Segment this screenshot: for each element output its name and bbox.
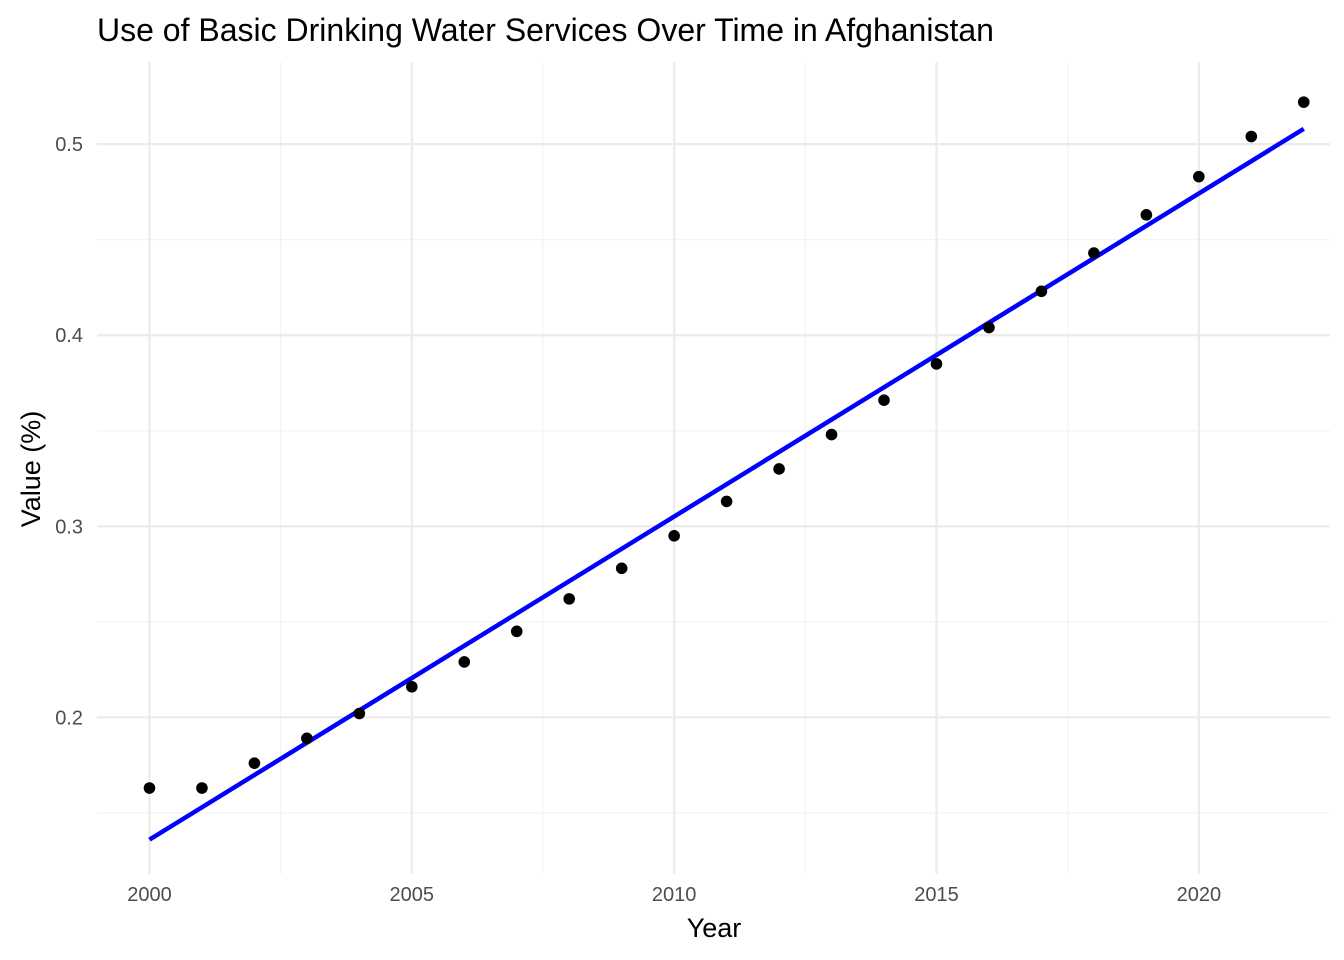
x-tick-label: 2015 [914,884,959,906]
data-point [1088,247,1100,259]
y-tick-label: 0.3 [55,516,83,538]
data-point [1245,130,1258,143]
data-point [248,757,261,769]
data-points [143,96,1310,794]
data-point [353,707,366,720]
data-point [406,680,418,693]
data-point [878,394,890,406]
data-point [1297,96,1310,108]
data-point [458,656,471,668]
x-tick-label: 2010 [652,884,697,906]
data-point [825,428,838,441]
data-point [301,732,313,745]
x-axis-title: Year [687,913,742,943]
data-point [510,625,523,638]
y-tick-label: 0.5 [55,134,83,156]
data-point [563,593,576,605]
chart-title: Use of Basic Drinking Water Services Ove… [97,12,994,48]
y-tick-label: 0.2 [55,707,83,729]
y-axis-title: Value (%) [16,411,46,528]
data-point [668,530,680,542]
data-point [1193,170,1205,183]
data-point [196,782,208,794]
data-point [1140,209,1153,221]
y-tick-label: 0.4 [55,325,83,347]
trend-line-group [148,126,1305,842]
x-axis-tick-labels: 2000 2005 2010 2015 2020 [127,884,1221,906]
data-point [143,782,156,794]
data-point [615,562,628,575]
x-tick-label: 2000 [127,884,172,906]
data-point [983,321,995,334]
data-point [1035,285,1048,298]
data-point [930,358,943,370]
y-axis-tick-labels: 0.2 0.3 0.4 0.5 [55,134,83,729]
grid [97,62,1330,874]
trend-line [148,126,1305,842]
data-point [773,463,785,475]
x-tick-label: 2020 [1177,884,1222,906]
x-tick-label: 2005 [390,884,435,906]
data-point [720,495,733,508]
